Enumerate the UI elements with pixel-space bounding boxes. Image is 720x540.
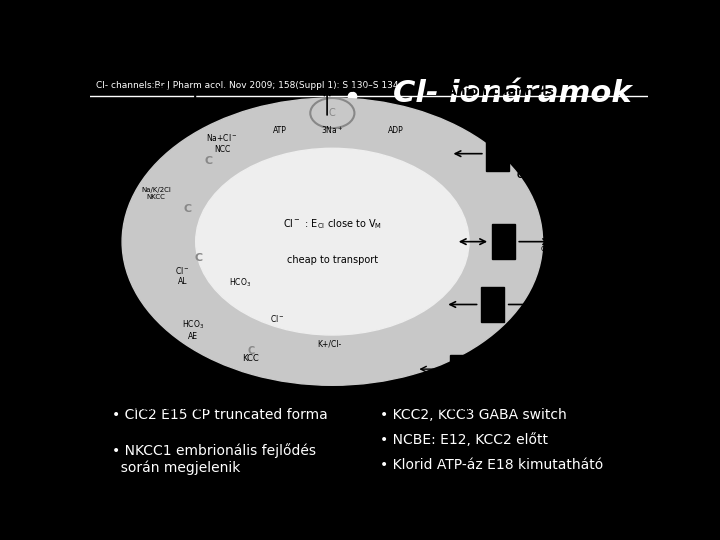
FancyBboxPatch shape (481, 287, 504, 322)
Text: • NCBE: E12, KCC2 előtt: • NCBE: E12, KCC2 előtt (380, 433, 548, 447)
Text: C: C (247, 346, 254, 356)
Text: C: C (184, 204, 192, 214)
Text: cAMP-PKC, ATP: cAMP-PKC, ATP (541, 244, 597, 253)
Text: Anion channels: Anion channels (447, 85, 554, 98)
FancyBboxPatch shape (449, 355, 473, 383)
Text: Bestrophins?: Bestrophins? (427, 403, 482, 412)
Text: 3Na$^+$: 3Na$^+$ (321, 125, 343, 136)
Text: 2K$^+$: 2K$^+$ (348, 83, 366, 95)
Text: HCO$_3$: HCO$_3$ (229, 276, 251, 289)
Text: C: C (194, 253, 202, 263)
Text: • ClC2 E15 CP truncated forma: • ClC2 E15 CP truncated forma (112, 408, 328, 422)
Text: • NKCC1 embrionális fejlődés
  során megjelenik: • NKCC1 embrionális fejlődés során megje… (112, 443, 316, 475)
Text: Nilus, Droogmans, 2003: Nilus, Droogmans, 2003 (132, 403, 225, 412)
Text: • KCC2, KCC3 GABA switch: • KCC2, KCC3 GABA switch (380, 408, 567, 422)
Text: Cl- ionáramok: Cl- ionáramok (392, 79, 631, 109)
Text: C: C (204, 156, 213, 166)
Text: • Klorid ATP-áz E18 kimutathátó: • Klorid ATP-áz E18 kimutathátó (380, 458, 603, 472)
Text: Na/K/2Cl
NKCC: Na/K/2Cl NKCC (141, 187, 171, 200)
Text: (VRAC): (VRAC) (548, 375, 575, 384)
Text: Cl- channels:Br J Pharm acol. Nov 2009; 158(Suppl 1): S 130–S 134.: Cl- channels:Br J Pharm acol. Nov 2009; … (96, 82, 401, 90)
Text: cheap to transport: cheap to transport (287, 254, 378, 265)
Text: ATP: ATP (273, 126, 287, 135)
Text: (ClC-X): (ClC-X) (548, 149, 574, 158)
Text: (CLCA, CaCC): (CLCA, CaCC) (549, 307, 600, 316)
Text: $\rm Cl^-$ : $\rm E_{Cl}$ close to $\rm V_M$: $\rm Cl^-$ : $\rm E_{Cl}$ close to $\rm … (283, 217, 382, 231)
Text: Cl$^-$
AL: Cl$^-$ AL (175, 265, 190, 286)
FancyBboxPatch shape (492, 225, 515, 259)
Text: Volume -Regulated: Volume -Regulated (525, 352, 597, 361)
FancyBboxPatch shape (486, 137, 510, 171)
Text: Voltage-dependent: Voltage-dependent (524, 133, 598, 142)
Text: Na+Cl$^-$
NCC: Na+Cl$^-$ NCC (207, 132, 238, 153)
Text: CFTR: CFTR (557, 225, 581, 234)
Text: HCO$_3$
AE: HCO$_3$ AE (182, 318, 204, 341)
Text: Transporters: Transporters (156, 85, 246, 98)
Circle shape (196, 148, 469, 335)
Text: KCC: KCC (243, 354, 259, 363)
Text: ADP: ADP (387, 126, 403, 135)
Text: C: C (329, 108, 336, 118)
Text: K+/Cl-: K+/Cl- (318, 340, 342, 348)
Text: Ca$^{2+}$- activated: Ca$^{2+}$- activated (543, 284, 606, 296)
Text: Cl$^-$: Cl$^-$ (270, 313, 284, 325)
Text: ClC1-7, ClCKa, ClCKb: ClC1-7, ClCKa, ClCKb (516, 171, 606, 180)
